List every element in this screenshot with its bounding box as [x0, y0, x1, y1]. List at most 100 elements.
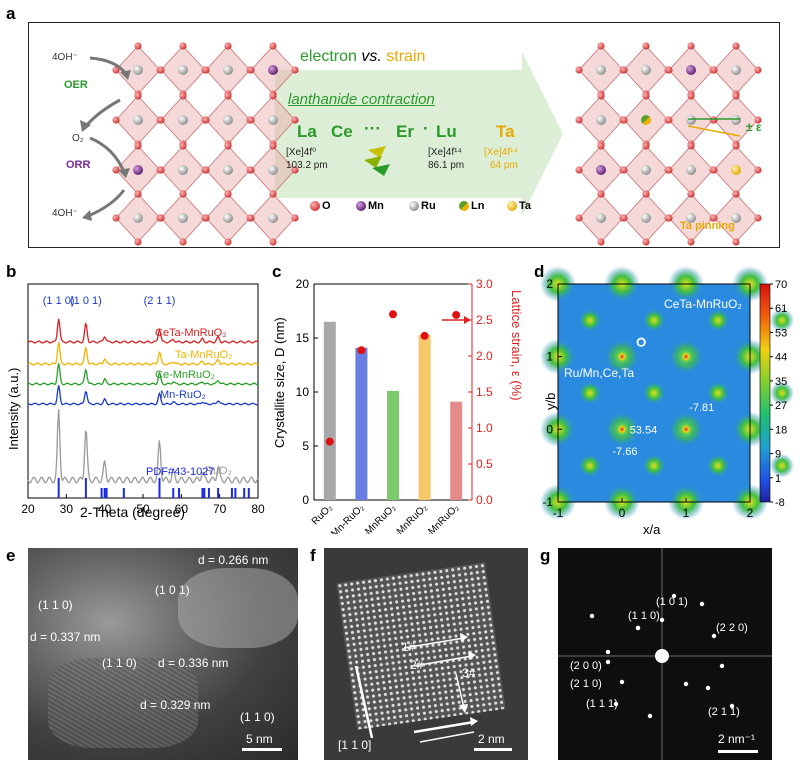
oxygen-atom [112, 116, 120, 124]
oxygen-atom [179, 190, 187, 198]
metal-atom [596, 213, 606, 223]
oxygen-atom [247, 116, 255, 124]
oxygen-atom [754, 214, 762, 222]
tem-d-0266: d = 0.266 nm [198, 553, 269, 567]
heatmap-annotation-metal: Ru/Mn,Ce,Ta [564, 366, 634, 380]
ta-radius: 64 pm [490, 160, 518, 171]
tem-hkl-110-c: (1 1 0) [240, 710, 275, 724]
metal-atom [596, 165, 606, 175]
xrd-xlabel: 2-Theta (degree) [80, 504, 186, 520]
fft-image: (1 0 1) (1 1 0) (2 2 0) (2 0 0) (2 1 0) … [558, 548, 772, 760]
colorbar-tick-label: 61 [775, 303, 787, 315]
legend-mn-swatch [356, 201, 366, 211]
label-4oh-bottom: 4OH⁻ [52, 208, 78, 219]
oxygen-atom [247, 214, 255, 222]
hrtem-scale-label: 2 nm [478, 732, 505, 746]
bar-ytick-label: 15 [296, 331, 310, 345]
colorbar-tick-label: 44 [775, 352, 787, 364]
heatmap-xtick-label: 2 [747, 506, 754, 520]
metal-atom [133, 213, 143, 223]
heatmap-xtick-label: 1 [683, 506, 690, 520]
metal-atom [178, 165, 188, 175]
bar-y2tick-label: 1.5 [476, 385, 493, 399]
metal-atom [596, 115, 606, 125]
oxygen-atom [134, 238, 142, 246]
hrtem-3-label: 3# [462, 666, 476, 680]
heat-blob [642, 381, 666, 405]
colorbar-tick-label: 70 [775, 279, 787, 291]
fft-200: (2 0 0) [570, 660, 602, 672]
oxygen-atom [157, 66, 165, 74]
fft-211: (2 1 1) [708, 706, 740, 718]
xrd-series-line [27, 318, 259, 344]
panel-a-frame [28, 22, 780, 248]
fft-spot [729, 703, 735, 709]
colorbar-tick-label: 35 [775, 376, 787, 388]
la-config: [Xe]4f⁰ [286, 147, 317, 158]
heat-blob [642, 453, 666, 478]
crystallite-bar [387, 390, 399, 500]
element-la: La [297, 122, 317, 141]
oxygen-atom [710, 116, 718, 124]
oxygen-atom [687, 42, 695, 50]
fft-spot [699, 601, 705, 607]
oxygen-atom [157, 116, 165, 124]
metal-atom [686, 213, 696, 223]
tem-image: d = 0.266 nm (1 0 1) (1 1 0) d = 0.337 n… [28, 548, 298, 760]
title-vs: vs. [361, 48, 382, 65]
oxygen-atom [642, 238, 650, 246]
oxygen-atom [732, 92, 740, 100]
oxygen-atom [597, 42, 605, 50]
element-er: Er [396, 122, 414, 141]
oxygen-atom [112, 166, 120, 174]
fft-110: (1 1 0) [628, 610, 660, 622]
fft-spot [635, 625, 641, 631]
hrtem-direction-label: [1 1 0] [338, 738, 372, 752]
fft-spot [605, 659, 611, 665]
hrtem-scale-bar [474, 748, 512, 751]
metal-atom [686, 115, 696, 125]
colorbar-tick-label: 1 [775, 473, 781, 485]
xrd-series-line [27, 409, 259, 484]
fft-spot [705, 685, 711, 691]
element-dot: · [423, 119, 429, 138]
oxygen-atom [754, 166, 762, 174]
heat-blob [770, 453, 794, 478]
panel-label-d: d [534, 262, 545, 281]
xrd-series-line [28, 363, 259, 386]
metal-atom [268, 115, 278, 125]
metal-atom [268, 165, 278, 175]
contraction-arrows-icon [364, 146, 390, 176]
arrow-oer-out [84, 98, 121, 127]
tem-d-0337: d = 0.337 nm [30, 630, 101, 644]
xrd-series-label: Mn-RuO₂ [160, 389, 206, 401]
label-plus-minus-epsilon: ± ε [746, 120, 762, 134]
heatmap-annotation-o: O [637, 337, 646, 349]
colorbar-tick-label: 53 [775, 327, 787, 339]
la-radius: 103.2 pm [286, 160, 328, 171]
oxygen-atom [269, 238, 277, 246]
heat-blob [706, 381, 730, 405]
oxygen-atom [597, 190, 605, 198]
fft-spot [647, 713, 653, 719]
fft-spot [589, 613, 595, 619]
heat-peak [676, 419, 696, 440]
heatmap-xtick-label: 0 [619, 506, 626, 520]
xrd-xtick-label: 30 [60, 502, 74, 516]
oxygen-atom [179, 42, 187, 50]
xrd-series-label: CeTa-MnRuO₂ [155, 327, 227, 339]
oxygen-atom [710, 166, 718, 174]
metal-atom [223, 115, 233, 125]
hrtem-1-label: 1# [402, 640, 416, 654]
bar-category-label: Mn-RuO₂ [329, 502, 366, 534]
oxygen-atom [754, 66, 762, 74]
oxygen-atom [642, 142, 650, 150]
xrd-xtick-label: 60 [175, 502, 189, 516]
oxygen-atom [620, 66, 628, 74]
fft-220: (2 2 0) [716, 622, 748, 634]
oxygen-atom [134, 142, 142, 150]
crystallite-bar [418, 334, 431, 500]
heat-blob [642, 308, 666, 333]
bar-y2tick-label: 3.0 [476, 277, 493, 291]
strain-point [357, 346, 366, 355]
